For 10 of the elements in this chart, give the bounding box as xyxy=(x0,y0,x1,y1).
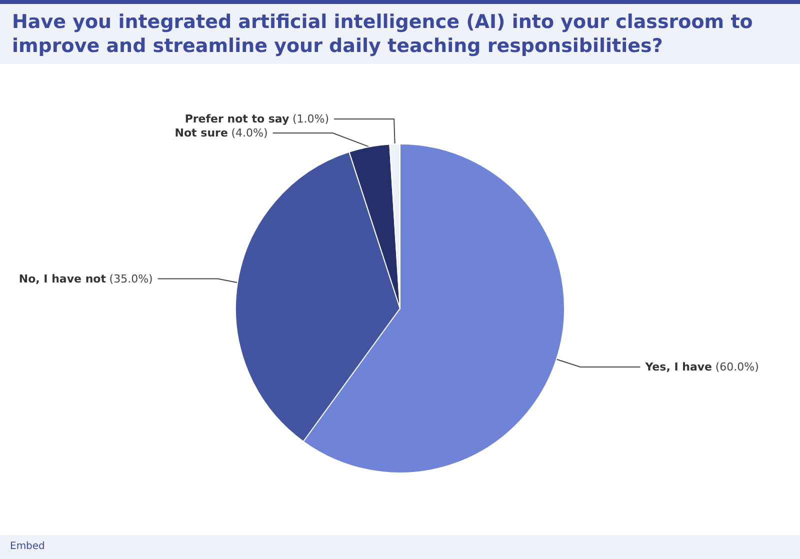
slice-label: No, I have not xyxy=(18,272,106,286)
data-label: (1.0%) xyxy=(292,112,330,126)
text: Embed xyxy=(10,541,45,552)
data-label: (4.0%) xyxy=(231,126,268,140)
data-label: (35.0%) xyxy=(109,272,153,286)
slice-label: Not sure xyxy=(174,126,228,140)
chart-title: Have you integrated artificial intelligence (AI) into your classroom to improve and streamline your daily teaching responsibilities? xyxy=(0,4,800,64)
slice-label: Yes, I have xyxy=(644,360,712,374)
data-label: (60.0%) xyxy=(715,360,759,374)
slice-label: Prefer not to say xyxy=(184,112,290,126)
